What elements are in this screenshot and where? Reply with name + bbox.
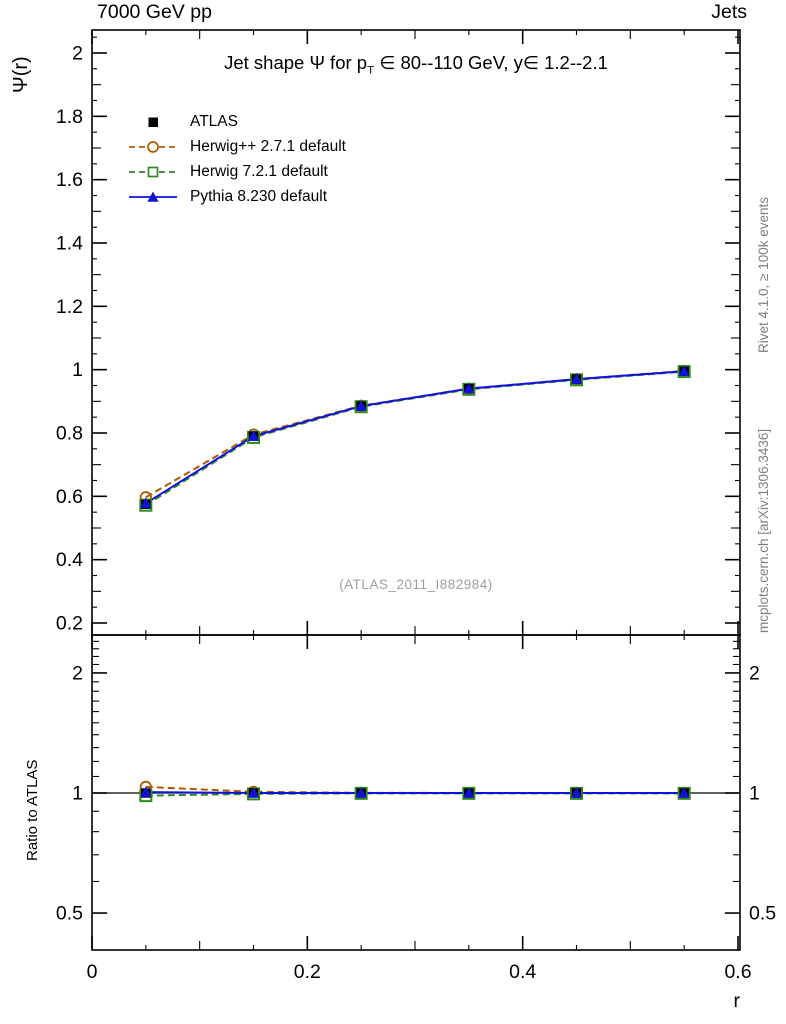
y-tick-label: 1.6: [56, 169, 83, 191]
data-marker: [247, 430, 260, 441]
series-line: [145, 370, 685, 505]
y-tick-label: 1.2: [56, 296, 83, 318]
data-marker: [355, 400, 367, 411]
x-axis-title: r: [733, 990, 741, 1012]
series-line: [145, 370, 685, 507]
pythia-marker-icon: [129, 191, 177, 202]
data-marker: [140, 497, 152, 508]
series-line: [145, 369, 685, 499]
x-tick-label: 0.6: [724, 961, 751, 983]
herwig7-marker-icon: [129, 166, 177, 177]
beam-energy-label: 7000 GeV pp: [97, 1, 212, 23]
data-marker: [140, 786, 152, 797]
y-tick-label: 1: [72, 359, 83, 381]
data-marker: [463, 787, 475, 798]
legend-label: ATLAS: [190, 112, 238, 130]
ratio-y-tick-label: 1: [72, 783, 83, 805]
plot-title-subscript: T: [367, 64, 375, 77]
y-tick-label: 1.4: [56, 232, 83, 254]
x-tick-label: 0.4: [509, 961, 536, 983]
data-marker: [678, 787, 690, 798]
x-tick-label: 0.2: [294, 961, 321, 983]
data-marker: [463, 382, 475, 394]
data-marker: [570, 787, 583, 798]
data-marker: [247, 787, 260, 798]
ratio-y-tick-label: 2: [749, 662, 760, 684]
ratio-y-tick-label: 2: [72, 662, 83, 684]
legend-label: Herwig++ 2.7.1 default: [190, 137, 346, 155]
herwigpp-marker-icon: [129, 140, 177, 153]
legend-item-atlas: ATLAS: [128, 109, 346, 134]
analysis-id-watermark: (ATLAS_2011_I882984): [339, 577, 493, 592]
legend-item-herwig7: Herwig 7.2.1 default: [128, 159, 346, 184]
y-tick-label: 2: [72, 42, 83, 64]
atlas-marker-icon: [148, 117, 158, 127]
data-marker: [570, 373, 583, 384]
data-marker: [678, 365, 690, 376]
analysis-group-label: Jets: [711, 1, 747, 23]
y-tick-label: 0.6: [56, 486, 83, 508]
y-tick-label: 0.8: [56, 422, 83, 444]
y-tick-label: 1.8: [56, 106, 83, 128]
y-tick-label: 0.2: [56, 613, 83, 635]
x-tick-label: 0: [87, 961, 98, 983]
plot-title-part2: ∈ 80--110 GeV, y∈ 1.2--2.1: [374, 52, 608, 73]
legend: ATLAS Herwig++ 2.7.1 default Herwig 7.2.…: [128, 109, 346, 209]
legend-item-herwigpp: Herwig++ 2.7.1 default: [128, 134, 346, 159]
plot-title: Jet shape Ψ for pT ∈ 80--110 GeV, y∈ 1.2…: [92, 52, 740, 77]
legend-label: Herwig 7.2.1 default: [190, 162, 328, 180]
ratio-y-tick-label: 1: [749, 783, 760, 805]
ratio-y-tick-label: 0.5: [56, 903, 83, 925]
data-marker: [355, 787, 367, 798]
y-tick-label: 0.4: [56, 549, 83, 571]
series-line: [145, 791, 685, 794]
main-panel-frame: [91, 29, 741, 636]
legend-label: Pythia 8.230 default: [190, 187, 328, 205]
legend-item-pythia: Pythia 8.230 default: [128, 184, 346, 209]
ratio-y-tick-label: 0.5: [749, 903, 776, 925]
plot-title-part1: Jet shape Ψ for p: [224, 52, 368, 73]
